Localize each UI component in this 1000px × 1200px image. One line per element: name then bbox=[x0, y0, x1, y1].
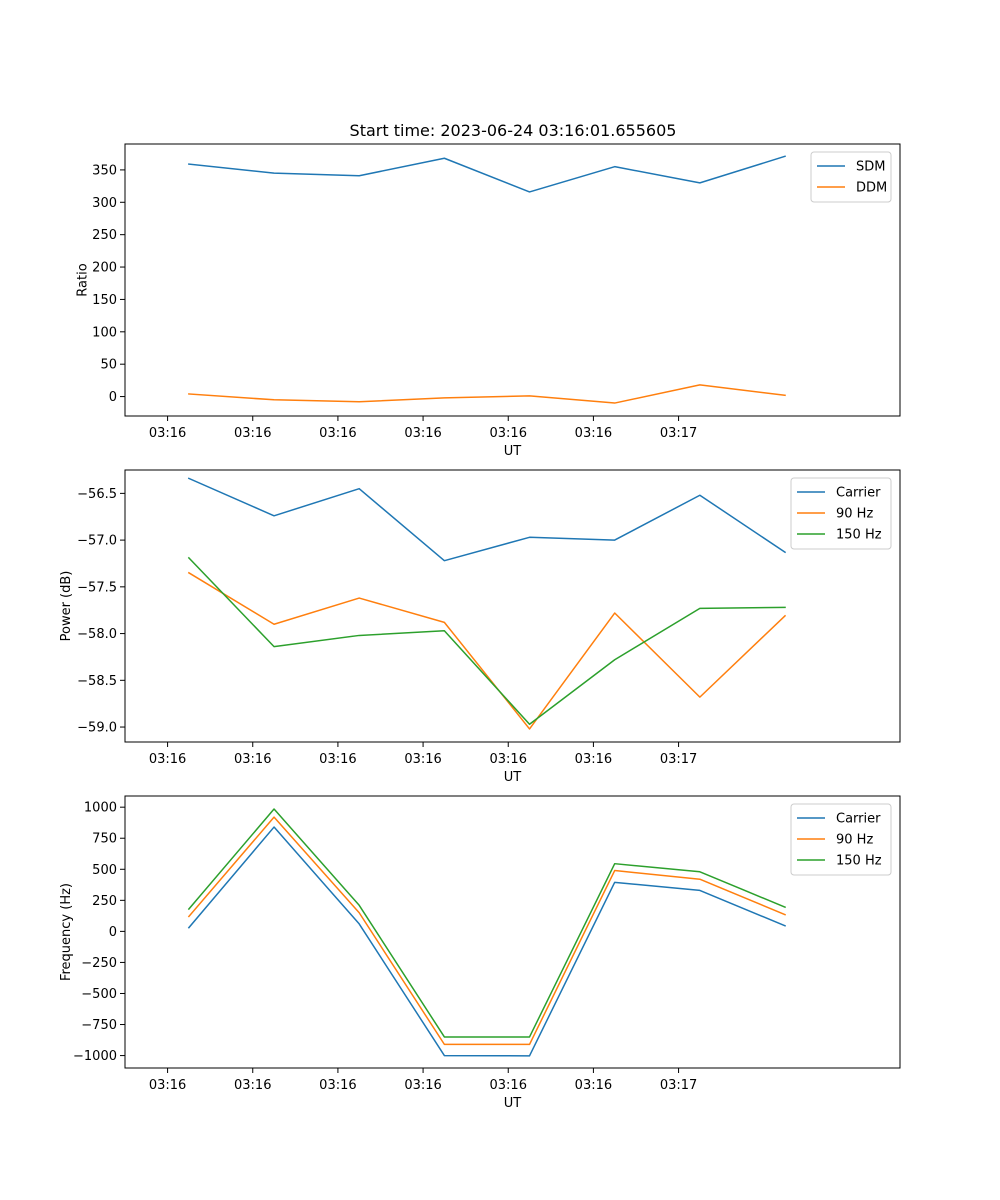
legend-box bbox=[790, 477, 892, 550]
axes-frame bbox=[124, 469, 901, 743]
legend-label: 90 Hz bbox=[836, 507, 873, 522]
y-tick-label: 250 bbox=[92, 894, 117, 909]
series-line-150-hz bbox=[187, 808, 787, 1038]
x-tick-label: 03:16 bbox=[404, 1078, 441, 1093]
figure-title: Start time: 2023-06-24 03:16:01.655605 bbox=[350, 121, 677, 140]
x-tick-label: 03:16 bbox=[149, 752, 186, 767]
legend-label: Carrier bbox=[836, 812, 881, 827]
x-tick-label: 03:17 bbox=[660, 426, 697, 441]
y-tick-label: −1000 bbox=[73, 1049, 117, 1064]
y-tick-label: −750 bbox=[81, 1018, 117, 1033]
y-tick-label: 250 bbox=[92, 228, 117, 243]
x-tick-label: 03:16 bbox=[404, 752, 441, 767]
legend: Carrier 90 Hz 150 Hz bbox=[790, 477, 892, 550]
y-tick-label: 1000 bbox=[84, 801, 117, 816]
y-axis-label: Frequency (Hz) bbox=[59, 883, 74, 981]
y-tick-label: −250 bbox=[81, 956, 117, 971]
series-line-90-hz bbox=[187, 816, 787, 1046]
x-tick-label: 03:17 bbox=[660, 752, 697, 767]
x-axis-label: UT bbox=[504, 444, 522, 459]
x-axis-label: UT bbox=[504, 1096, 522, 1111]
x-tick-label: 03:16 bbox=[234, 752, 271, 767]
x-tick-label: 03:16 bbox=[490, 752, 527, 767]
y-tick-label: 200 bbox=[92, 261, 117, 276]
y-tick-label: −59.0 bbox=[77, 721, 117, 736]
x-tick-label: 03:16 bbox=[490, 1078, 527, 1093]
x-tick-label: 03:16 bbox=[575, 752, 612, 767]
y-tick-label: −57.0 bbox=[77, 534, 117, 549]
legend-label: DDM bbox=[856, 181, 887, 196]
x-tick-label: 03:16 bbox=[149, 1078, 186, 1093]
x-tick-label: 03:17 bbox=[660, 1078, 697, 1093]
y-tick-label: 50 bbox=[100, 358, 117, 373]
y-tick-label: 750 bbox=[92, 832, 117, 847]
y-tick-label: 0 bbox=[109, 925, 117, 940]
legend-box bbox=[790, 803, 892, 876]
series-line-carrier bbox=[187, 477, 787, 562]
y-tick-label: 100 bbox=[92, 325, 117, 340]
legend: SDM DDM bbox=[810, 151, 892, 203]
legend-label: SDM bbox=[856, 160, 885, 175]
axes-frame bbox=[124, 143, 901, 417]
x-tick-label: 03:16 bbox=[319, 752, 356, 767]
series-line-150-hz bbox=[187, 556, 786, 725]
axes-frame bbox=[124, 795, 901, 1069]
x-tick-label: 03:16 bbox=[404, 426, 441, 441]
series-line-sdm bbox=[188, 155, 786, 193]
y-tick-label: 0 bbox=[109, 390, 117, 405]
series-line-carrier bbox=[187, 826, 787, 1057]
y-tick-label: −57.5 bbox=[77, 580, 117, 595]
legend: Carrier 90 Hz 150 Hz bbox=[790, 803, 892, 876]
y-tick-label: 150 bbox=[92, 293, 117, 308]
y-tick-label: 350 bbox=[92, 163, 117, 178]
legend-label: Carrier bbox=[836, 486, 881, 501]
x-tick-label: 03:16 bbox=[490, 426, 527, 441]
y-tick-label: −56.5 bbox=[77, 487, 117, 502]
y-tick-label: 500 bbox=[92, 863, 117, 878]
y-tick-label: 300 bbox=[92, 196, 117, 211]
series-line-90-hz bbox=[187, 571, 787, 730]
y-tick-label: −58.0 bbox=[77, 627, 117, 642]
panel-frequency: 03:16 03:16 03:16 03:16 03:16 03:16 03:17 −1000… bbox=[59, 795, 901, 1111]
series-line-ddm bbox=[188, 384, 786, 404]
y-tick-label: −58.5 bbox=[77, 674, 117, 689]
y-axis-label: Ratio bbox=[75, 263, 90, 296]
y-tick-label: −500 bbox=[81, 987, 117, 1002]
legend-label: 90 Hz bbox=[836, 833, 873, 848]
x-tick-label: 03:16 bbox=[575, 1078, 612, 1093]
legend-label: 150 Hz bbox=[836, 528, 882, 543]
x-tick-label: 03:16 bbox=[234, 1078, 271, 1093]
legend-label: 150 Hz bbox=[836, 854, 882, 869]
legend-box bbox=[810, 151, 892, 203]
x-axis-label: UT bbox=[504, 770, 522, 785]
x-tick-label: 03:16 bbox=[575, 426, 612, 441]
x-tick-label: 03:16 bbox=[319, 426, 356, 441]
panel-power: 03:16 03:16 03:16 03:16 03:16 03:16 03:17 −59.0… bbox=[59, 469, 901, 785]
y-axis-label: Power (dB) bbox=[59, 571, 74, 642]
x-tick-label: 03:16 bbox=[319, 1078, 356, 1093]
x-tick-label: 03:16 bbox=[149, 426, 186, 441]
x-tick-label: 03:16 bbox=[234, 426, 271, 441]
panel-ratio: 03:16 03:16 03:16 03:16 03:16 03:16 03:17 0 50 10… bbox=[75, 143, 901, 459]
